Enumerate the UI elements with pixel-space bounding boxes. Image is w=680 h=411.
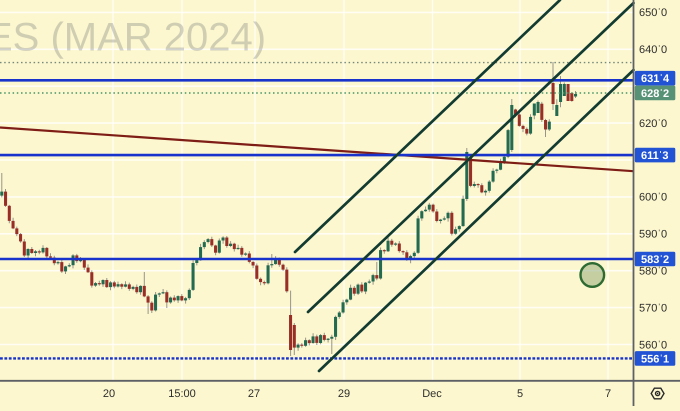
svg-text:29: 29 — [338, 388, 350, 400]
svg-text:27: 27 — [248, 388, 260, 400]
svg-text:15:00: 15:00 — [168, 388, 196, 400]
svg-text:611ˈ3: 611ˈ3 — [641, 150, 669, 162]
svg-text:20: 20 — [103, 388, 115, 400]
svg-text:631ˈ4: 631ˈ4 — [641, 73, 670, 85]
svg-text:600ˈ0: 600ˈ0 — [639, 192, 667, 204]
svg-text:628ˈ2: 628ˈ2 — [641, 88, 669, 100]
svg-text:650ˈ0: 650ˈ0 — [639, 7, 667, 19]
svg-text:620ˈ0: 620ˈ0 — [639, 118, 667, 130]
svg-text:590ˈ0: 590ˈ0 — [639, 229, 667, 241]
svg-text:556ˈ1: 556ˈ1 — [641, 353, 669, 365]
svg-text:560ˈ0: 560ˈ0 — [639, 339, 667, 351]
svg-text:ES (MAR 2024): ES (MAR 2024) — [0, 16, 266, 60]
svg-text:Dec: Dec — [422, 388, 442, 400]
svg-text:5: 5 — [517, 388, 523, 400]
svg-text:640ˈ0: 640ˈ0 — [639, 44, 667, 56]
svg-text:583ˈ2: 583ˈ2 — [641, 254, 669, 266]
svg-text:7: 7 — [605, 388, 611, 400]
svg-text:580ˈ0: 580ˈ0 — [639, 266, 667, 278]
svg-text:570ˈ0: 570ˈ0 — [639, 302, 667, 314]
